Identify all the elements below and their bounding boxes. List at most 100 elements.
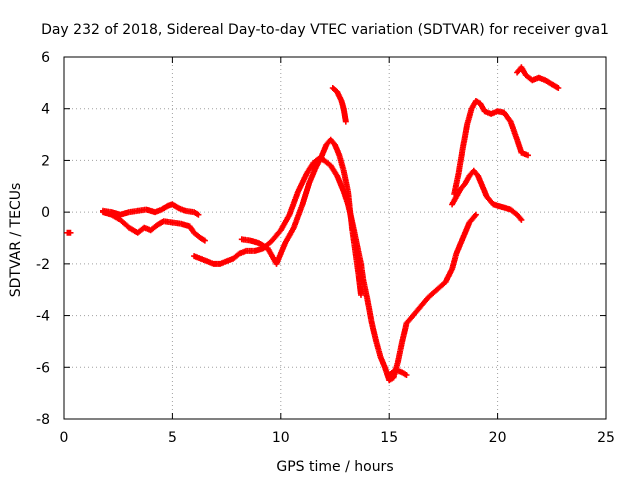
plot-frame [63,56,607,420]
data-point [188,225,191,228]
data-point [171,221,174,224]
data-point [160,208,163,211]
data-point [143,226,146,229]
data-point [193,255,195,257]
data-point [280,229,282,232]
data-point-markers [514,64,562,91]
data-point [312,162,315,164]
data-point [392,376,395,379]
data-point [503,111,505,114]
data-point [405,322,408,325]
data-point [468,221,471,224]
data-point [544,79,547,82]
data-point [314,167,317,169]
data-point [271,239,273,242]
data-point [481,185,484,188]
data-point [329,164,332,167]
data-point [470,107,473,110]
data-point [345,120,347,123]
data-point [119,219,122,221]
data-point [308,182,310,185]
data-point [464,232,466,234]
data-point-markers [191,154,479,384]
data-point [453,193,456,195]
data-point [329,138,332,141]
data-point [193,211,195,213]
data-point [516,213,518,216]
data-point [293,226,295,229]
data-point [321,154,323,157]
data-point [171,203,174,206]
data-point [371,322,373,325]
data-point [451,203,453,206]
data-point [249,239,252,242]
data-point [199,257,202,260]
data-point [240,238,243,241]
data-point [483,110,486,113]
data-point [342,107,345,110]
data-point [475,100,477,102]
x-tick-label: 15 [380,430,398,446]
data-point [485,195,488,198]
data-point [451,268,453,270]
data-point [284,242,286,244]
data-point [401,371,404,374]
data-point [490,113,492,115]
data-point [340,100,343,102]
x-tick-label: 25 [597,430,615,446]
data-point [349,211,351,213]
data-point [360,263,362,265]
y-tick-label: -2 [36,257,50,273]
series-arc-6 [329,85,349,125]
data-point [342,190,345,193]
data-point [162,220,165,222]
data-point [520,219,523,221]
data-point [128,226,130,229]
data-point [238,252,241,255]
data-point [288,213,291,216]
data-point [342,169,345,172]
data-point [509,208,512,211]
data-point [351,229,354,232]
data-point [245,250,247,252]
data-point [332,87,334,89]
data-point [418,307,421,309]
x-tick-label: 10 [272,430,290,446]
data-point [184,210,187,212]
data-point [501,206,503,208]
data-point [219,263,221,265]
data-point [397,361,399,363]
series-arc-5 [238,136,364,298]
data-point [266,247,269,250]
data-point [457,172,460,175]
data-point [557,87,560,89]
x-axis-label: GPS time / hours [276,459,393,475]
data-point [136,210,139,212]
series-arc-7 [386,366,410,378]
y-axis-label: SDTVAR / TECUs [8,183,24,298]
data-point [459,188,462,190]
data-point [334,144,336,146]
data-point [537,76,540,79]
data-point [455,195,458,198]
data-point [355,260,358,263]
data-point [388,374,391,376]
data-point [531,79,534,82]
series-arc-4 [191,154,479,384]
data-point [427,296,430,299]
data-point [520,151,523,154]
data-point [306,172,308,175]
data-point [197,213,200,216]
data-point [323,159,325,162]
data-point [379,356,382,358]
y-tick-label: 4 [41,102,50,118]
chart-title: Day 232 of 2018, Sidereal Day-to-day VTE… [41,22,609,38]
data-point [405,374,408,376]
data-point [366,299,369,301]
data-point [479,102,482,105]
data-point [102,211,104,213]
data-point [225,260,228,263]
data-point [401,340,404,343]
data-point [520,66,523,69]
data-point [492,203,495,206]
